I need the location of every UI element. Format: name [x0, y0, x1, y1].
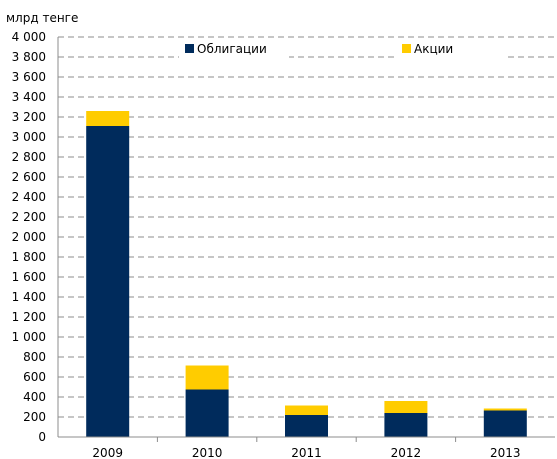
gridlines [58, 36, 555, 418]
y-tick-label: 2 800 [12, 150, 46, 164]
legend-item: Акции [396, 40, 506, 58]
bar-segment [86, 111, 130, 126]
unit-label: млрд тенге [6, 11, 78, 25]
y-tick-label: 3 000 [12, 130, 46, 144]
y-tick-label: 2 400 [12, 190, 46, 204]
bars [86, 111, 527, 437]
y-tick-label: 3 400 [12, 90, 46, 104]
y-tick-label: 0 [38, 430, 46, 444]
bar-segment [285, 405, 328, 415]
y-tick-label: 4 000 [12, 30, 46, 44]
y-tick-label: 2 200 [12, 210, 46, 224]
y-tick-label: 1 400 [12, 290, 46, 304]
legend: Облигации Акции [179, 40, 506, 58]
x-tick-label: 2010 [192, 446, 223, 459]
y-tick-label: 2 600 [12, 170, 46, 184]
y-tick-label: 1 800 [12, 250, 46, 264]
x-tick-label: 2013 [490, 446, 521, 459]
y-tick-label: 2 000 [12, 230, 46, 244]
y-tick-label: 3 200 [12, 110, 46, 124]
legend-swatch [402, 44, 411, 53]
y-tick-label: 3 800 [12, 50, 46, 64]
y-tick-label: 1 200 [12, 310, 46, 324]
legend-item-background [396, 40, 506, 58]
y-tick-label: 600 [23, 370, 46, 384]
legend-label: Акции [414, 42, 453, 56]
legend-item: Облигации [179, 40, 289, 58]
bar-segment [384, 413, 428, 437]
bar-segment [285, 415, 328, 437]
x-tick-label: 2012 [391, 446, 422, 459]
bar-segment [185, 389, 229, 437]
bar-segment [483, 408, 527, 411]
y-tick-label: 800 [23, 350, 46, 364]
x-axis: 2009 2010 2011 2012 2013 [57, 37, 555, 459]
y-tick-label: 3 600 [12, 70, 46, 84]
y-tick-label: 200 [23, 410, 46, 424]
y-axis-ticks: 0 200 400 600 800 1 000 1 200 1 400 1 600 1 800 2 … [12, 30, 46, 444]
y-tick-label: 1 600 [12, 270, 46, 284]
x-tick-label: 2009 [92, 446, 123, 459]
x-tick-label: 2011 [291, 446, 322, 459]
bar-segment [384, 401, 428, 413]
legend-label: Облигации [197, 42, 267, 56]
y-tick-label: 400 [23, 390, 46, 404]
legend-swatch [185, 44, 194, 53]
y-tick-label: 1 000 [12, 330, 46, 344]
bar-segment [483, 410, 527, 437]
bar-segment [86, 126, 130, 437]
bar-segment [185, 365, 229, 390]
legend-item-background [179, 40, 289, 58]
